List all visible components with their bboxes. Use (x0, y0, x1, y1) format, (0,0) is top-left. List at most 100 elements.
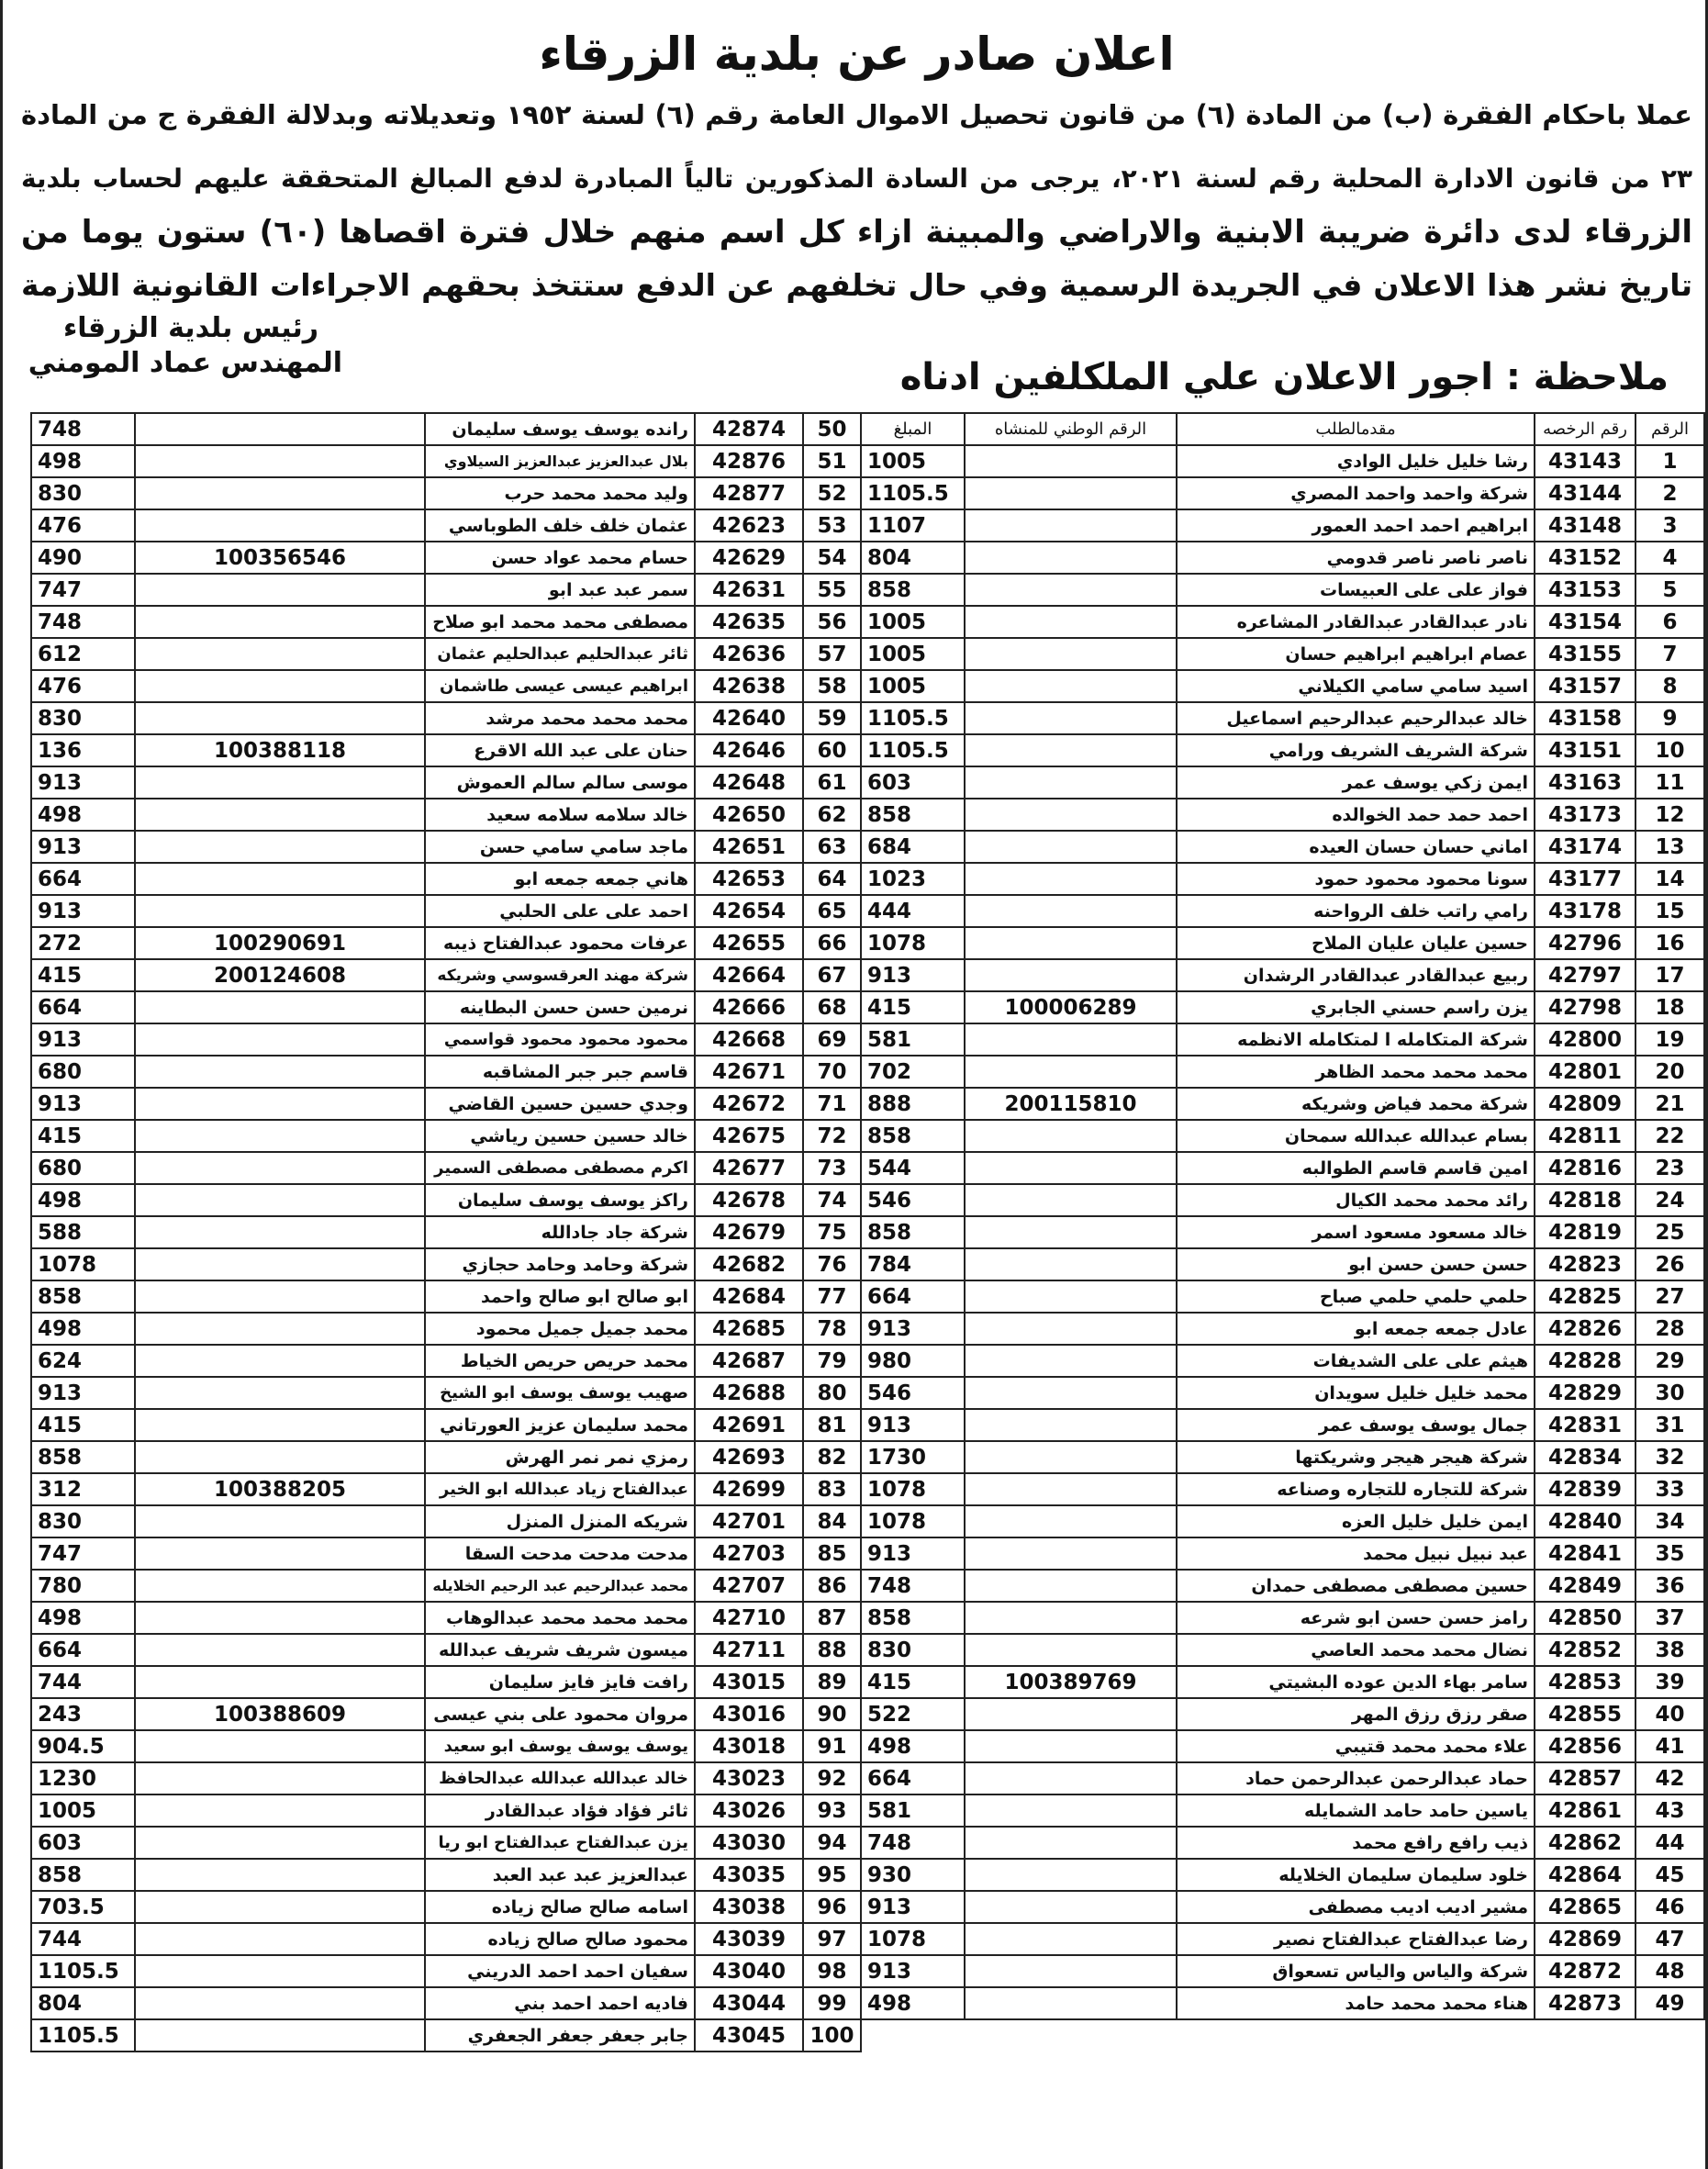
applicant-name: فاديه احمد احمد بني (424, 1986, 696, 2020)
national-id (134, 830, 426, 864)
applicant-name: رانده يوسف يوسف سليمان (424, 412, 696, 446)
national-id (964, 1537, 1178, 1571)
national-id (964, 1472, 1178, 1506)
license-number: 42852 (1534, 1633, 1636, 1667)
table-row: 38 42852 نضال محمد محمد العاصي 830 (860, 1633, 1705, 1667)
table-row: 21 42809 شركة محمد فياض وشريكه 200115810 888 (860, 1087, 1705, 1121)
applicant-name: يزن عبدالفتاح عبدالفتاح ابو ريا (424, 1826, 696, 1860)
row-number: 38 (1635, 1633, 1705, 1667)
amount: 664 (860, 1280, 966, 1314)
license-number: 42811 (1534, 1119, 1636, 1153)
amount: 913 (30, 1376, 136, 1410)
national-id (964, 1794, 1178, 1828)
national-id (134, 1440, 426, 1474)
applicant-name: حلمي حلمي حلمي صباح (1176, 1280, 1535, 1314)
table-row: 59 42640 محمد محمد محمد مرشد 830 (30, 701, 862, 735)
applicant-name: محمد محمد محمد مرشد (424, 701, 696, 735)
table-row: 37 42850 رامز حسن حسن ابو شرعه 858 (860, 1601, 1705, 1635)
table-row: 11 43163 ايمن زكي يوسف عمر 603 (860, 766, 1705, 799)
license-number: 42849 (1534, 1569, 1636, 1603)
license-number: 42672 (694, 1087, 804, 1121)
applicant-name: يوسف يوسف يوسف ابو سعيد (424, 1729, 696, 1763)
license-number: 43151 (1534, 733, 1636, 767)
row-number: 3 (1635, 509, 1705, 542)
national-id (964, 1729, 1178, 1763)
license-number: 42816 (1534, 1151, 1636, 1185)
row-number: 6 (1635, 605, 1705, 639)
license-number: 42796 (1534, 926, 1636, 960)
table-row: 45 42864 خلود سليمان سليمان الخلايله 930 (860, 1858, 1705, 1892)
license-number: 43144 (1534, 476, 1636, 510)
license-number: 42869 (1534, 1922, 1636, 1956)
national-id (134, 637, 426, 671)
license-number: 43038 (694, 1890, 804, 1924)
license-number: 43153 (1534, 573, 1636, 607)
national-id: 200115810 (964, 1087, 1178, 1121)
table-row: 47 42869 رضا عبدالفتاح عبدالفتاح نصير 1078 (860, 1922, 1705, 1956)
row-number: 86 (802, 1569, 862, 1603)
row-number: 64 (802, 862, 862, 896)
table-row: 23 42816 امين قاسم قاسم الطوالبه 544 (860, 1151, 1705, 1185)
table-row: 96 43038 اسامه صالح صالح زياده 703.5 (30, 1890, 862, 1924)
table-row: 26 42823 حسن حسن حسن ابو 784 (860, 1247, 1705, 1281)
national-id (964, 1633, 1178, 1667)
table-row: 54 42629 حسام محمد عواد حسن 100356546 490 (30, 541, 862, 575)
row-number: 78 (802, 1312, 862, 1346)
applicant-name: محمد جميل جميل محمود (424, 1312, 696, 1346)
amount: 603 (30, 1826, 136, 1860)
table-row: 89 43015 رافت فايز فايز سليمان 744 (30, 1665, 862, 1699)
amount: 581 (860, 1023, 966, 1057)
license-number: 42691 (694, 1408, 804, 1442)
table-row: 64 42653 هاني جمعه جمعه ابو 664 (30, 862, 862, 896)
table-row: 65 42654 احمد على على الحلبي 913 (30, 894, 862, 928)
license-number: 43040 (694, 1954, 804, 1988)
national-id (964, 1312, 1178, 1346)
license-number: 43173 (1534, 798, 1636, 832)
applicant-name: ابراهيم عيسى عيسى طاشمان (424, 669, 696, 703)
license-number: 43178 (1534, 894, 1636, 928)
applicant-name: هناء محمد محمد حامد (1176, 1986, 1535, 2020)
row-number: 12 (1635, 798, 1705, 832)
row-number: 11 (1635, 766, 1705, 799)
license-number: 42688 (694, 1376, 804, 1410)
table-row: 48 42872 شركة والياس والياس تسعواق 913 (860, 1954, 1705, 1988)
license-number: 42861 (1534, 1794, 1636, 1828)
row-number: 48 (1635, 1954, 1705, 1988)
national-id (964, 1601, 1178, 1635)
row-number: 2 (1635, 476, 1705, 510)
row-number: 84 (802, 1504, 862, 1538)
national-id (964, 541, 1178, 575)
license-number: 42711 (694, 1633, 804, 1667)
license-number: 43039 (694, 1922, 804, 1956)
row-number: 68 (802, 990, 862, 1024)
applicant-name: صقر رزق رزق المهر (1176, 1697, 1535, 1731)
table-row: 92 43023 خالد عبدالله عبدالله عبدالحافظ 123… (30, 1761, 862, 1795)
row-number: 88 (802, 1633, 862, 1667)
row-number: 5 (1635, 573, 1705, 607)
row-number: 67 (802, 958, 862, 992)
national-id (964, 1183, 1178, 1217)
row-number: 49 (1635, 1986, 1705, 2020)
applicant-name: رائد محمد محمد الكيال (1176, 1183, 1535, 1217)
applicant-name: شريكه المنزل المنزل (424, 1504, 696, 1538)
table-row: 85 42703 مدحت مدحت مدحت السقا 747 (30, 1537, 862, 1571)
national-id (964, 830, 1178, 864)
national-id (134, 1633, 426, 1667)
signature-line: المهندس عماد المومني (28, 347, 342, 379)
table-row: 86 42707 محمد عبدالرحيم عبد الرحيم الخلايل… (30, 1569, 862, 1603)
national-id (964, 1055, 1178, 1089)
license-number: 43018 (694, 1729, 804, 1763)
row-number: 95 (802, 1858, 862, 1892)
row-number: 63 (802, 830, 862, 864)
license-number: 43023 (694, 1761, 804, 1795)
applicant-name: هيثم على على الشديفات (1176, 1344, 1535, 1378)
applicant-name: ايمن زكي يوسف عمر (1176, 766, 1535, 799)
national-id (134, 1312, 426, 1346)
national-id (134, 1087, 426, 1121)
national-id (134, 1537, 426, 1571)
table-row: 82 42693 رمزي نمر نمر الهرش 858 (30, 1440, 862, 1474)
table-row: 81 42691 محمد سليمان عزيز العورتاني 415 (30, 1408, 862, 1442)
national-id (964, 1986, 1178, 2020)
applicant-name: رافت فايز فايز سليمان (424, 1665, 696, 1699)
